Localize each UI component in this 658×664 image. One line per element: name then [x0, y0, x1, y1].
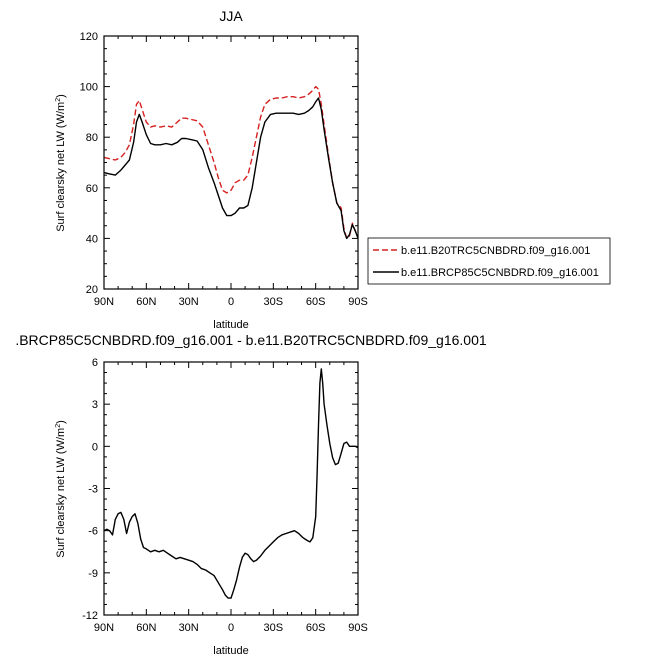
bottom-ytick-label: -6 [88, 526, 98, 538]
top-xtick-label: 90N [94, 296, 114, 308]
bottom-title: .BRCP85C5CNBDRD.f09_g16.001 - b.e11.B20T… [15, 332, 487, 348]
top-series-line-1 [103, 85, 359, 240]
bottom-xtick-label: 90N [94, 622, 114, 634]
bottom-ytick-label: 3 [92, 399, 98, 411]
top-ylabel-main: Surf clearsky net LW (W/m [55, 102, 67, 232]
bottom-ytick-label: 6 [92, 357, 98, 369]
bottom-xtick-label: 60N [136, 622, 156, 634]
top-ytick-label: 20 [86, 284, 98, 296]
top-ytick-label: 120 [80, 31, 98, 43]
top-xtick-label: 60S [306, 296, 326, 308]
top-plot-frame [103, 35, 359, 290]
top-ytick-label: 40 [86, 233, 98, 245]
top-ylabel-end: ) [55, 94, 67, 98]
top-xtick-label: 0 [228, 296, 234, 308]
top-xlabel: latitude [213, 319, 248, 331]
bottom-ytick-label: 0 [92, 441, 98, 453]
bottom-ytick-label: -12 [82, 610, 98, 622]
top-ylabel-sup: 2 [55, 98, 62, 102]
bottom-ylabel-main: Surf clearsky net LW (W/m [55, 428, 67, 558]
bottom-xlabel: latitude [213, 645, 248, 657]
top-panel: JJA 90N 60N 30N 0 30S 60S 90S 20 40 60 80 100 120 la… [55, 8, 611, 331]
top-xtick-label: 60N [136, 296, 156, 308]
top-series-group [103, 85, 359, 240]
bottom-xtick-label: 30S [264, 622, 284, 634]
bottom-panel: .BRCP85C5CNBDRD.f09_g16.001 - b.e11.B20T… [15, 332, 487, 657]
legend: b.e11.B20TRC5CNBDRD.f09_g16.001 b.e11.BR… [367, 237, 611, 285]
bottom-ylabel: Surf clearsky net LW (W/m2) [55, 420, 67, 558]
top-xtick-label: 90S [348, 296, 368, 308]
top-ytick-label: 60 [86, 183, 98, 195]
top-ylabel: Surf clearsky net LW (W/m2) [55, 94, 67, 232]
bottom-series-line-1 [103, 368, 359, 599]
bottom-xtick-label: 0 [228, 622, 234, 634]
legend-label-series-1: b.e11.B20TRC5CNBDRD.f09_g16.001 [401, 245, 590, 257]
bottom-ticks: 90N 60N 30N 0 30S 60S 90S -12 -9 -6 -3 0 3 6 [82, 357, 368, 634]
top-ytick-label: 100 [80, 82, 98, 94]
bottom-xtick-label: 60S [306, 622, 326, 634]
top-xtick-label: 30S [264, 296, 284, 308]
top-series-line-2 [103, 97, 359, 240]
bottom-xtick-label: 30N [179, 622, 199, 634]
legend-box [367, 237, 611, 285]
top-xtick-label: 30N [179, 296, 199, 308]
bottom-series-group [103, 368, 359, 599]
bottom-ytick-label: -9 [88, 568, 98, 580]
top-ytick-label: 80 [86, 132, 98, 144]
top-ticks: 90N 60N 30N 0 30S 60S 90S 20 40 60 80 100 120 [80, 31, 368, 308]
bottom-ytick-label: -3 [88, 484, 98, 496]
bottom-ylabel-end: ) [55, 420, 67, 424]
bottom-ylabel-sup: 2 [55, 424, 62, 428]
top-title: JJA [219, 8, 243, 24]
bottom-xtick-label: 90S [348, 622, 368, 634]
legend-label-series-2: b.e11.BRCP85C5CNBDRD.f09_g16.001 [401, 267, 599, 279]
